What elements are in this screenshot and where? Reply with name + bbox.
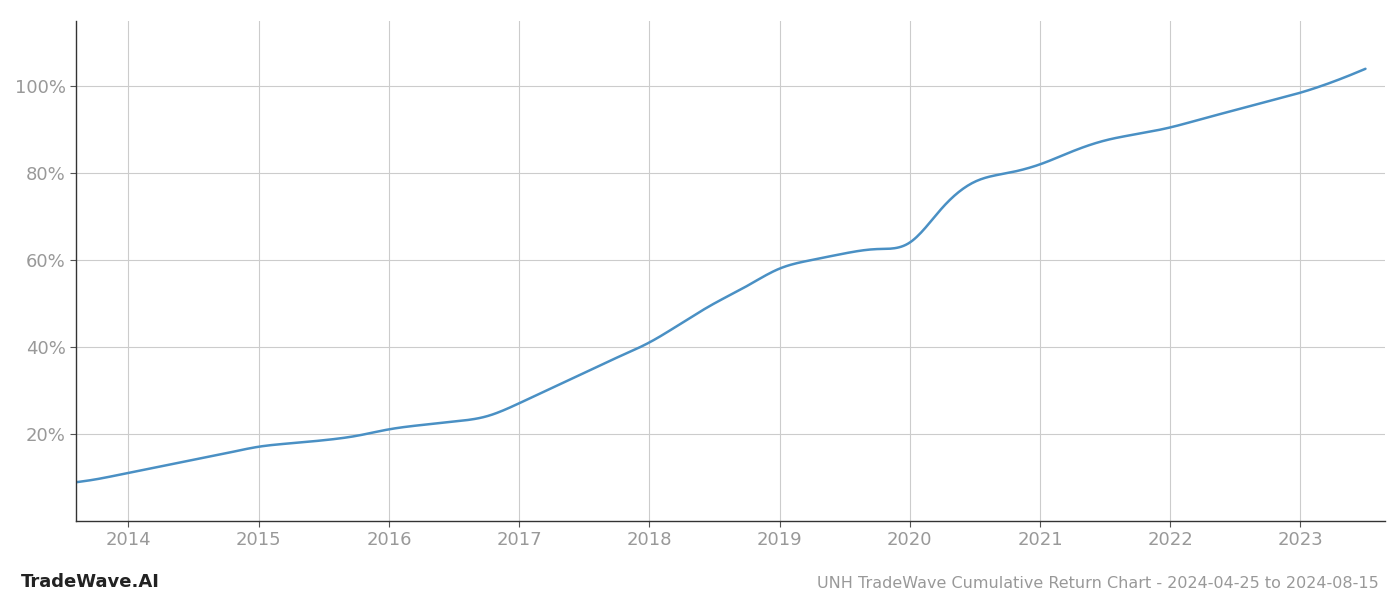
Text: TradeWave.AI: TradeWave.AI (21, 573, 160, 591)
Text: UNH TradeWave Cumulative Return Chart - 2024-04-25 to 2024-08-15: UNH TradeWave Cumulative Return Chart - … (818, 576, 1379, 591)
